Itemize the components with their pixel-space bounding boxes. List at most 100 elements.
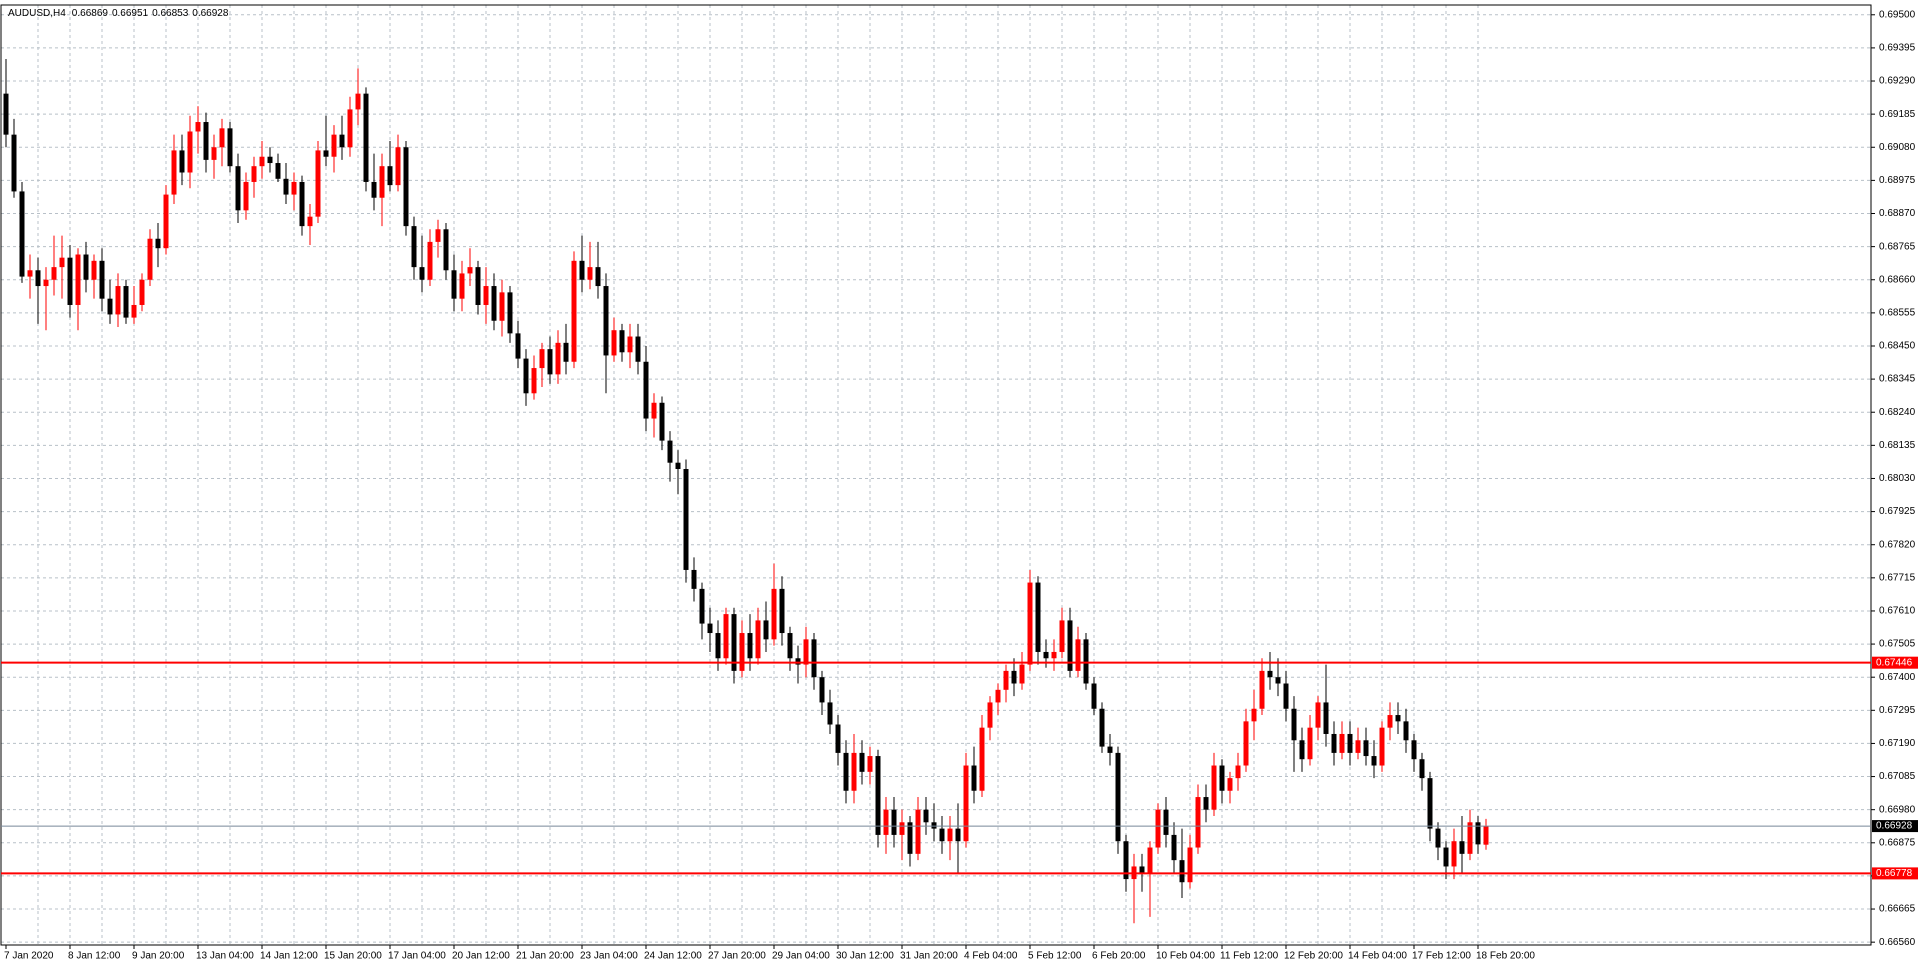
x-tick-label: 17 Feb 12:00	[1412, 951, 1471, 962]
candle-body	[691, 569, 697, 589]
y-tick-label: 0.67085	[1879, 771, 1916, 782]
candle-body	[1323, 702, 1329, 734]
candle-body	[1139, 866, 1145, 873]
candle-body	[1483, 826, 1489, 845]
candle-body	[1451, 841, 1457, 867]
candle-body	[635, 336, 641, 362]
candle-body	[1043, 651, 1049, 659]
candle-body	[859, 752, 865, 772]
x-tick-label: 5 Feb 12:00	[1028, 951, 1082, 962]
candle-body	[779, 588, 785, 634]
candle-body	[291, 181, 297, 195]
candle-body	[891, 809, 897, 835]
candle-body	[467, 267, 473, 274]
candle-body	[1011, 670, 1017, 684]
y-tick-label: 0.69500	[1879, 9, 1916, 20]
candle-body	[35, 270, 41, 287]
candle-body	[1387, 715, 1393, 728]
candle-body	[675, 462, 681, 470]
y-tick-label: 0.68660	[1879, 274, 1916, 285]
candle-body	[827, 702, 833, 725]
candle-body	[811, 639, 817, 678]
candle-body	[259, 156, 265, 167]
candle-body	[1459, 841, 1465, 854]
candle-body	[443, 229, 449, 271]
candle-body	[1155, 809, 1161, 848]
candle-body	[1379, 727, 1385, 766]
x-tick-label: 11 Feb 12:00	[1220, 951, 1279, 962]
candle-body	[1419, 759, 1425, 779]
candle-body	[571, 260, 577, 362]
candle-body	[299, 181, 305, 227]
candle-body	[155, 238, 161, 249]
candle-body	[275, 163, 281, 179]
candle-body	[851, 752, 857, 791]
price-line-label: 0.66778	[1876, 868, 1913, 879]
y-tick-label: 0.67400	[1879, 672, 1916, 683]
candle-body	[1347, 733, 1353, 753]
candle-body	[1115, 752, 1121, 842]
y-tick-label: 0.68555	[1879, 308, 1916, 319]
price-line-label-bg	[1872, 867, 1918, 880]
candle-body	[347, 109, 353, 148]
price-line-label-bg	[1872, 656, 1918, 669]
candle-body	[723, 614, 729, 659]
candle-body	[1251, 708, 1257, 722]
candle-body	[715, 633, 721, 659]
candle-body	[531, 368, 537, 394]
candle-body	[875, 756, 881, 835]
candle-body	[987, 702, 993, 728]
candle-body	[659, 402, 665, 441]
candle-body	[939, 828, 945, 842]
candle-body	[819, 677, 825, 703]
candle-body	[1107, 746, 1113, 753]
candle-body	[1163, 809, 1169, 835]
candle-body	[1123, 841, 1129, 880]
y-tick-label: 0.68240	[1879, 407, 1916, 418]
candle-body	[795, 658, 801, 665]
candle-body	[771, 588, 777, 640]
y-tick-label: 0.66875	[1879, 837, 1916, 848]
candle-body	[19, 191, 25, 277]
candle-body	[1227, 778, 1233, 791]
candle-body	[1099, 708, 1105, 747]
x-tick-label: 4 Feb 04:00	[964, 951, 1018, 962]
candle-body	[187, 131, 193, 173]
y-tick-label: 0.68765	[1879, 241, 1916, 252]
price-line-label: 0.66928	[1876, 821, 1913, 832]
candle-body	[579, 260, 585, 280]
candle-body	[563, 342, 569, 362]
candle-body	[107, 298, 113, 315]
x-tick-label: 13 Jan 04:00	[196, 951, 254, 962]
candle-body	[307, 216, 313, 227]
candle-body	[363, 93, 369, 182]
x-tick-label: 14 Feb 04:00	[1348, 951, 1407, 962]
candle-body	[83, 254, 89, 280]
candle-body	[731, 614, 737, 671]
x-tick-label: 10 Feb 04:00	[1156, 951, 1215, 962]
candle-body	[267, 156, 273, 164]
y-tick-label: 0.68135	[1879, 440, 1916, 451]
x-tick-label: 27 Jan 20:00	[708, 951, 766, 962]
y-tick-label: 0.67610	[1879, 606, 1916, 617]
candle-body	[1235, 765, 1241, 779]
x-tick-label: 9 Jan 20:00	[132, 951, 185, 962]
price-line-label-bg	[1872, 820, 1918, 833]
candle-body	[211, 147, 217, 160]
candle-body	[1059, 620, 1065, 652]
candle-body	[1179, 860, 1185, 883]
candle-body	[67, 257, 73, 305]
candle-body	[763, 620, 769, 640]
candle-body	[1211, 765, 1217, 810]
candle-body	[1371, 756, 1377, 766]
y-tick-label: 0.69080	[1879, 142, 1916, 153]
candle-body	[979, 727, 985, 791]
candle-body	[1243, 721, 1249, 766]
candle-body	[835, 724, 841, 753]
plot-border	[0, 4, 1872, 946]
candle-body	[1427, 778, 1433, 829]
candle-body	[1315, 702, 1321, 728]
x-tick-label: 14 Jan 12:00	[260, 951, 318, 962]
candle-body	[1083, 639, 1089, 684]
